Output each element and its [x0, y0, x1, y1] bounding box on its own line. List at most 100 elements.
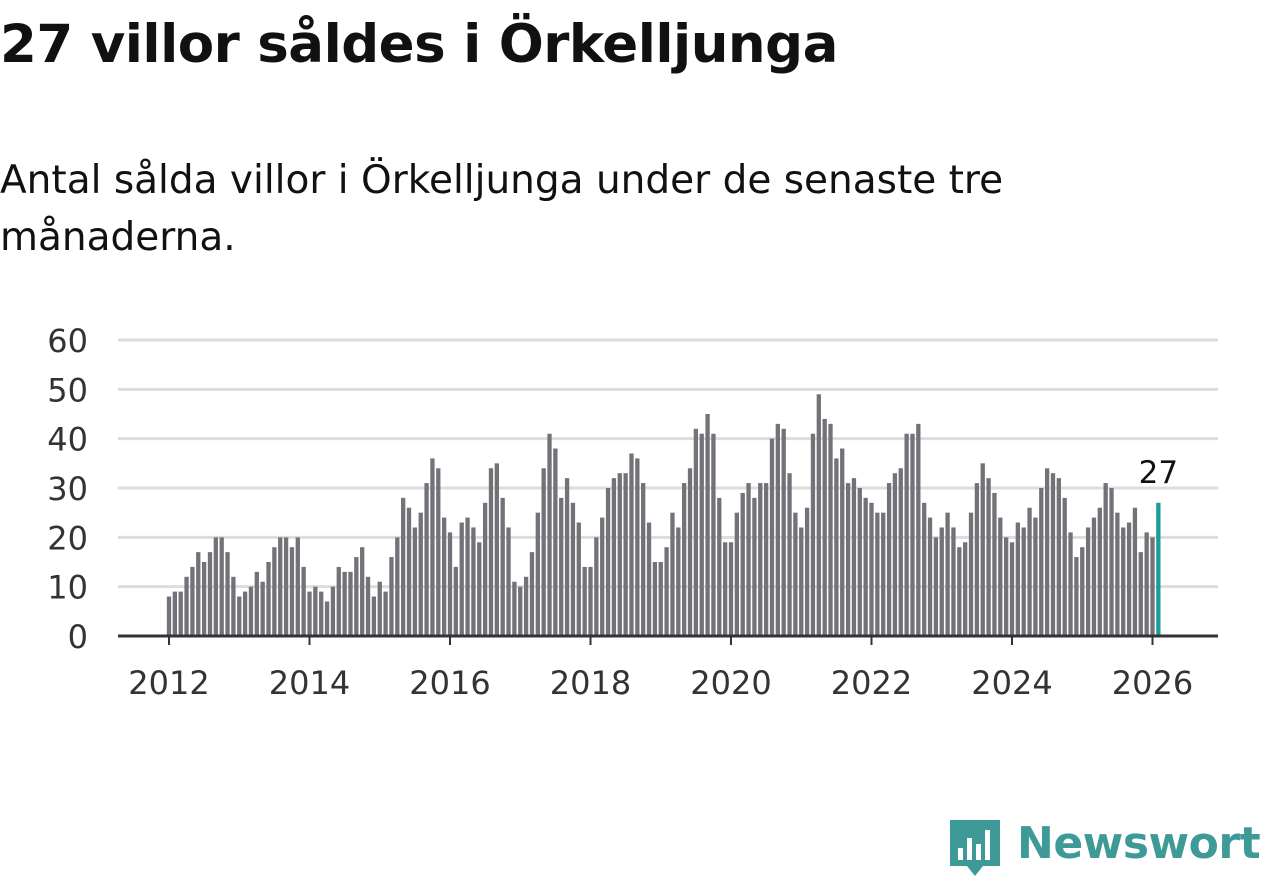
y-tick-label: 40	[47, 421, 88, 459]
bar	[184, 576, 189, 636]
bar	[1027, 507, 1032, 636]
bar	[781, 428, 786, 636]
bar	[1062, 497, 1067, 636]
bar	[857, 488, 862, 636]
bar	[822, 418, 827, 636]
bar	[875, 512, 880, 636]
bar	[594, 537, 599, 636]
bar	[799, 527, 804, 636]
bar	[641, 483, 646, 636]
bar	[482, 502, 488, 636]
y-tick-label: 60	[47, 322, 88, 360]
bar	[646, 522, 652, 636]
bar	[459, 522, 464, 636]
bar	[494, 463, 499, 636]
bar	[330, 586, 336, 636]
bar	[190, 566, 195, 636]
bar	[705, 414, 710, 636]
bar	[166, 596, 172, 636]
bar	[845, 483, 851, 636]
bar	[447, 532, 453, 636]
bar	[453, 566, 458, 636]
bar	[670, 512, 675, 636]
bar	[658, 562, 663, 636]
bar	[196, 552, 201, 636]
bar	[717, 497, 722, 636]
bar	[313, 586, 318, 636]
bar	[207, 552, 213, 636]
bar	[564, 478, 570, 636]
bar	[804, 507, 810, 636]
bar	[248, 586, 254, 636]
bar	[260, 581, 265, 636]
bar	[945, 512, 950, 636]
bar	[418, 512, 423, 636]
bar	[1097, 507, 1102, 636]
bar	[840, 448, 845, 636]
bar	[916, 423, 921, 636]
bar	[1115, 512, 1120, 636]
bar	[828, 423, 833, 636]
bar	[430, 458, 435, 636]
bar	[746, 483, 751, 636]
bar	[442, 517, 447, 636]
bar	[488, 468, 494, 636]
bar	[213, 537, 218, 636]
bar	[980, 463, 985, 636]
bar	[523, 576, 529, 636]
y-tick-label: 10	[47, 569, 88, 607]
bar	[295, 537, 300, 636]
bar	[506, 527, 511, 636]
bar	[395, 537, 400, 636]
bar	[998, 517, 1003, 636]
bar	[424, 483, 429, 636]
bar	[383, 591, 388, 636]
x-tick-label: 2018	[550, 664, 631, 702]
bar	[699, 433, 704, 636]
bar	[898, 468, 903, 636]
bar	[664, 547, 669, 636]
bar	[629, 453, 634, 636]
bar	[676, 527, 681, 636]
bar	[1121, 527, 1126, 636]
bar	[1109, 488, 1114, 636]
bar	[178, 591, 183, 636]
bar	[968, 512, 974, 636]
bar	[687, 468, 693, 636]
highlight-bar	[1156, 502, 1161, 636]
bar	[219, 537, 224, 636]
x-tick-label: 2020	[690, 664, 771, 702]
y-tick-label: 20	[47, 519, 88, 557]
bar	[992, 492, 997, 636]
bar	[535, 512, 540, 636]
bar	[1132, 507, 1138, 636]
bar	[652, 562, 658, 636]
bar	[348, 571, 353, 636]
bar	[289, 547, 295, 636]
bar	[986, 478, 991, 636]
bar	[974, 483, 980, 636]
bar	[793, 512, 798, 636]
bar	[623, 473, 628, 636]
bar	[283, 537, 289, 636]
bar	[752, 497, 757, 636]
bar	[529, 552, 535, 636]
newsworthy-brand[interactable]: Newsworthy	[950, 818, 1262, 878]
chart-title: 27 villor såldes i Örkelljunga	[0, 14, 838, 75]
x-tick-label: 2014	[269, 664, 350, 702]
newsworthy-wordmark: Newsworthy	[1017, 818, 1262, 869]
bar	[254, 571, 259, 636]
bar	[939, 527, 944, 636]
bar	[763, 483, 769, 636]
bar	[904, 433, 909, 636]
bar	[266, 562, 271, 636]
bar	[1138, 552, 1143, 636]
bar	[389, 557, 394, 636]
bar	[465, 517, 470, 636]
bar	[272, 547, 277, 636]
bar	[769, 438, 775, 636]
x-tick-label: 2016	[409, 664, 490, 702]
bar	[582, 566, 587, 636]
bar	[401, 497, 406, 636]
bar	[588, 566, 593, 636]
